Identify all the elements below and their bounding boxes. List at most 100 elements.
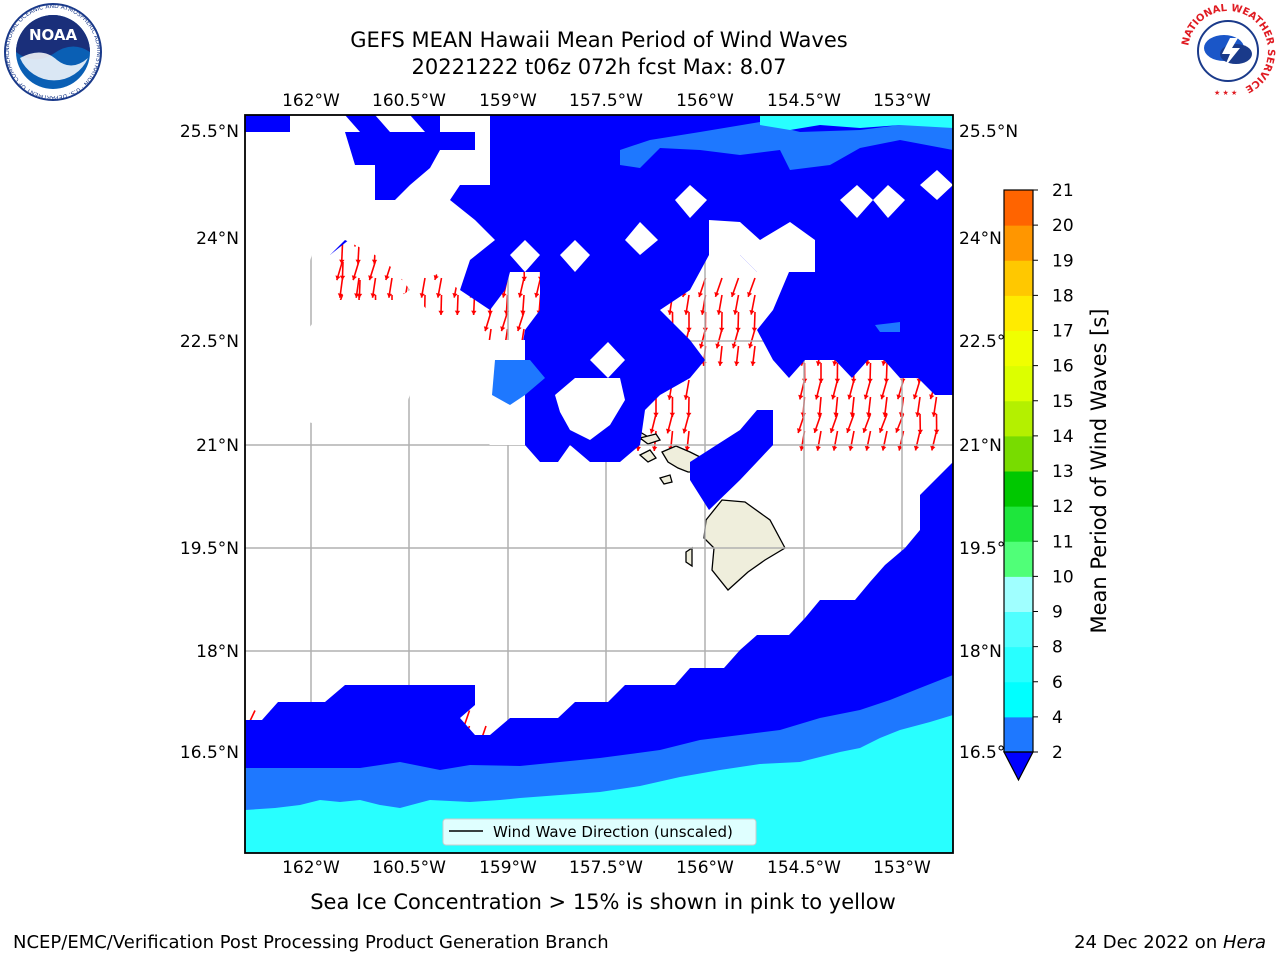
wave-arrow bbox=[749, 294, 756, 315]
island-kahoolawe bbox=[658, 474, 673, 485]
lon-tick-label-top: 160.5°W bbox=[372, 91, 446, 111]
footer-date-text: 24 Dec 2022 on bbox=[1074, 932, 1223, 953]
no-data-center bbox=[709, 220, 815, 272]
colorbar-tick-label: 12 bbox=[1052, 497, 1074, 517]
wave-arrow bbox=[682, 413, 690, 434]
wave-arrow bbox=[750, 345, 756, 366]
lon-tick-label-bottom: 156°W bbox=[676, 858, 734, 878]
wave-arrow bbox=[649, 413, 657, 434]
wave-arrow bbox=[386, 277, 393, 298]
colorbar-bin bbox=[1004, 576, 1033, 612]
no-data-hole-2 bbox=[590, 342, 625, 378]
colorbar: 2 4 6 8 9 10 11 12 13 14 15 16 17 18 19 20 21 Mean Period… bbox=[1003, 181, 1111, 782]
wave-arrow bbox=[882, 396, 888, 417]
nws-logo: NATIONAL WEATHER SERVICE ★ ★ ★ bbox=[1180, 3, 1276, 98]
chart-subtitle: 20221222 t06z 072h fcst Max: 8.07 bbox=[411, 55, 787, 79]
lat-tick-label-right: 24°N bbox=[959, 229, 1002, 249]
wave-arrow bbox=[848, 430, 855, 451]
lat-tick-label-right: 19.5°N bbox=[959, 539, 1018, 559]
wave-arrow bbox=[748, 328, 756, 349]
colorbar-bin bbox=[1004, 190, 1033, 226]
no-data-oahu-hole bbox=[555, 378, 625, 440]
colorbar-bin bbox=[1004, 541, 1033, 577]
colorbar-tick-label: 14 bbox=[1052, 427, 1074, 447]
wave-arrow bbox=[912, 379, 921, 400]
wave-arrow bbox=[846, 413, 855, 434]
wave-arrow bbox=[915, 396, 921, 417]
colorbar-tick-label: 13 bbox=[1052, 462, 1074, 482]
colorbar-tick-label: 9 bbox=[1052, 603, 1063, 623]
colorbar-tick-label: 16 bbox=[1052, 357, 1074, 377]
colorbar-bin bbox=[1004, 295, 1033, 331]
lon-tick-label-bottom: 162°W bbox=[282, 858, 340, 878]
wave-arrow bbox=[731, 328, 740, 349]
wave-arrow bbox=[337, 277, 344, 298]
wave-arrow bbox=[454, 294, 461, 316]
wave-arrow bbox=[816, 396, 823, 417]
lon-tick-label-top: 159°W bbox=[479, 91, 537, 111]
wave-arrow bbox=[866, 396, 872, 417]
island-hawaii bbox=[703, 499, 786, 591]
legend-label: Wind Wave Direction (unscaled) bbox=[493, 823, 733, 841]
wave-arrow bbox=[716, 294, 723, 315]
wave-arrow bbox=[684, 430, 691, 451]
colorbar-bin bbox=[1004, 225, 1033, 261]
footer-host: Hera bbox=[1222, 932, 1266, 953]
no-data-hole bbox=[560, 240, 590, 272]
wave-arrow bbox=[683, 294, 690, 315]
lon-tick-label-top: 154.5°W bbox=[767, 91, 841, 111]
colorbar-tick-label: 6 bbox=[1052, 673, 1063, 693]
wave-arrow bbox=[862, 413, 872, 434]
svg-text:NOAA: NOAA bbox=[29, 26, 78, 44]
wave-arrow bbox=[435, 277, 443, 298]
legend-box bbox=[442, 818, 757, 846]
lat-tick-label-left: 18°N bbox=[196, 642, 239, 662]
no-data-hole bbox=[840, 185, 873, 218]
colorbar-tick-label: 4 bbox=[1052, 708, 1063, 728]
wave-arrow bbox=[881, 430, 888, 451]
no-data-strip-3 bbox=[440, 115, 490, 132]
map-frame bbox=[244, 114, 954, 854]
wave-arrow bbox=[335, 260, 344, 281]
colorbar-bin bbox=[1004, 471, 1033, 507]
wave-arrow bbox=[917, 413, 923, 435]
lon-tick-label-bottom: 153°W bbox=[873, 858, 931, 878]
lon-tick-label-bottom: 157.5°W bbox=[569, 858, 643, 878]
wave-arrow bbox=[516, 311, 525, 332]
colorbar-bin bbox=[1004, 365, 1033, 402]
colorbar-tick-label: 18 bbox=[1052, 286, 1074, 306]
colorbar-bin bbox=[1004, 716, 1033, 753]
wave-arrow bbox=[534, 277, 542, 298]
wave-arrow bbox=[913, 430, 921, 451]
colorbar-bin bbox=[1004, 646, 1033, 683]
no-data-west-2 bbox=[245, 290, 525, 445]
island-molokai-e bbox=[638, 433, 662, 445]
wave-arrow bbox=[370, 277, 377, 298]
legend: Wind Wave Direction (unscaled) bbox=[442, 818, 757, 846]
lon-tick-label-top: 162°W bbox=[282, 91, 340, 111]
colorbar-bin bbox=[1004, 611, 1033, 648]
no-data-west bbox=[245, 132, 495, 340]
no-data-hole bbox=[510, 240, 540, 272]
wave-arrow bbox=[368, 260, 377, 281]
wave-arrow bbox=[880, 379, 888, 400]
wave-arrow bbox=[730, 277, 740, 298]
wave-arrow bbox=[714, 277, 723, 298]
wave-arrow bbox=[747, 277, 756, 298]
lat-tick-label-left: 19.5°N bbox=[180, 539, 239, 559]
lat-tick-label-left: 16.5°N bbox=[180, 743, 239, 763]
wave-field-channel bbox=[690, 410, 773, 510]
wave-arrow bbox=[734, 345, 740, 366]
wave-field-ne-mid bbox=[620, 118, 953, 170]
lon-tick-label-top: 157.5°W bbox=[569, 91, 643, 111]
wave-arrow bbox=[815, 430, 822, 451]
wave-arrow bbox=[831, 430, 839, 451]
wave-arrow bbox=[814, 379, 822, 400]
lon-tick-label-top: 153°W bbox=[873, 91, 931, 111]
wave-arrow bbox=[715, 328, 723, 349]
wave-arrow bbox=[864, 430, 872, 451]
wave-arrow bbox=[931, 396, 938, 417]
wave-arrow bbox=[500, 311, 509, 332]
islet bbox=[685, 546, 693, 568]
lon-tick-label-bottom: 160.5°W bbox=[372, 858, 446, 878]
